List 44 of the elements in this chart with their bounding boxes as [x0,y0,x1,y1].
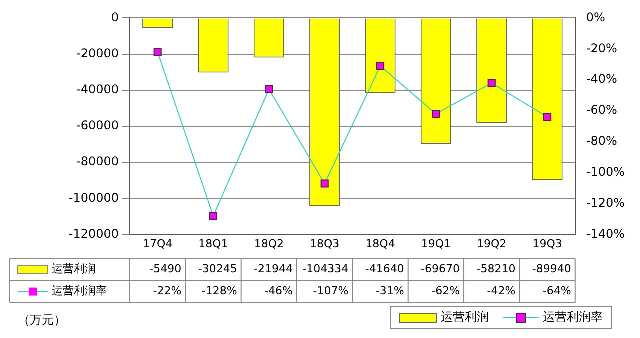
data-label: -42% [487,284,516,298]
y2-tick-label: 0% [586,10,606,24]
data-label: -58210 [476,262,516,276]
y-tick-label: -100000 [68,190,119,205]
y-tick-label: -80000 [76,154,119,169]
y2-tick-label: -140% [586,226,626,241]
y2-tick-label: -60% [586,103,618,118]
x-tick-label: 19Q1 [421,237,452,250]
data-label: -30245 [198,262,238,276]
data-label: -31% [376,284,404,298]
data-label: -128% [202,284,238,298]
y2-tick-label: -80% [586,134,618,148]
y2-tick-label: -100% [586,165,626,180]
data-label: -104334 [302,262,349,276]
x-tick-label: 18Q3 [310,237,340,250]
y-tick-label: 0 [111,10,119,24]
data-label: -5490 [150,262,182,276]
data-label: -69670 [421,262,460,276]
text: 运营利润 [441,310,489,324]
x-tick-label: 18Q1 [198,237,228,250]
x-tick-label: 19Q3 [532,237,562,250]
y2-tick-label: -20% [586,41,618,56]
legend-label: 运营利润 [52,262,96,276]
y-tick-label: -20000 [76,46,119,60]
y-tick-label: -40000 [76,82,119,97]
data-label: -22% [153,284,182,298]
y-tick-label: -120000 [68,226,119,241]
x-tick-label: 18Q4 [366,237,396,250]
y-tick-label: -60000 [76,118,119,133]
data-label: -21944 [254,262,294,276]
text: （万元） [18,312,66,329]
legend-label: 运营利润率 [52,284,107,298]
data-label: -89940 [532,262,572,276]
data-label: -46% [264,284,294,298]
x-tick-label: 19Q2 [477,237,507,250]
x-tick-label: 18Q2 [254,237,284,250]
y2-tick-label: -40% [586,72,618,86]
data-label: -62% [432,284,460,298]
data-label: -41640 [365,262,404,276]
text: 运营利润率 [543,310,603,324]
data-label: -64% [542,284,572,298]
data-label: -107% [313,284,349,298]
x-tick-label: 17Q4 [143,237,173,250]
y2-tick-label: -120% [586,196,626,210]
